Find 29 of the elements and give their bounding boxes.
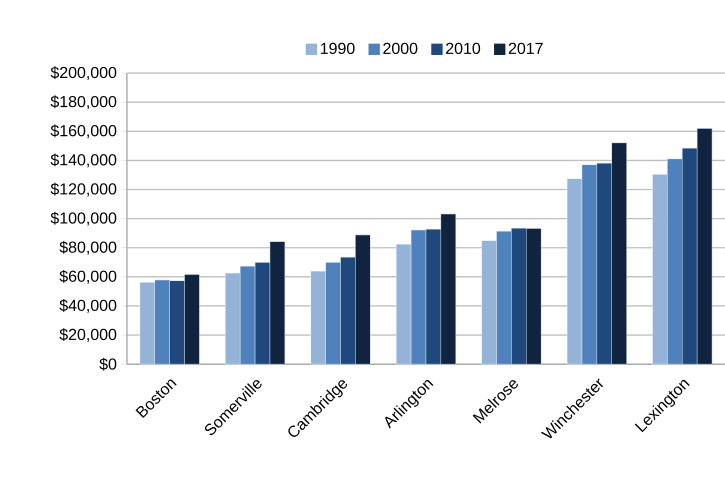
bar — [225, 272, 240, 364]
bar — [154, 280, 170, 364]
y-tick-label: $60,000 — [59, 270, 116, 284]
bar — [481, 240, 497, 364]
y-tick-label: $140,000 — [50, 153, 116, 168]
bar — [325, 262, 341, 364]
y-tick-label: $40,000 — [59, 298, 116, 313]
legend-label: 1990 — [320, 42, 355, 54]
legend-label: 2000 — [383, 42, 418, 54]
y-tick-label: $160,000 — [50, 124, 116, 138]
bar — [652, 174, 668, 364]
bar — [667, 158, 683, 364]
y-tick-label: $180,000 — [50, 95, 116, 109]
y-tick-label: $0 — [99, 358, 116, 370]
bar — [240, 266, 256, 364]
y-tick-label: $200,000 — [50, 66, 116, 80]
y-tick-label: $100,000 — [50, 212, 116, 226]
legend-label: 2010 — [446, 42, 480, 54]
y-tick-label: $20,000 — [59, 328, 116, 342]
bar — [396, 244, 412, 364]
bar — [310, 270, 326, 364]
bar — [410, 230, 426, 364]
bar — [582, 164, 598, 364]
bar — [140, 282, 156, 364]
bar — [566, 178, 582, 364]
bar — [496, 230, 512, 364]
y-tick-label: $80,000 — [59, 240, 116, 254]
legend-label: 2017 — [508, 42, 543, 54]
y-tick-label: $120,000 — [50, 182, 116, 196]
